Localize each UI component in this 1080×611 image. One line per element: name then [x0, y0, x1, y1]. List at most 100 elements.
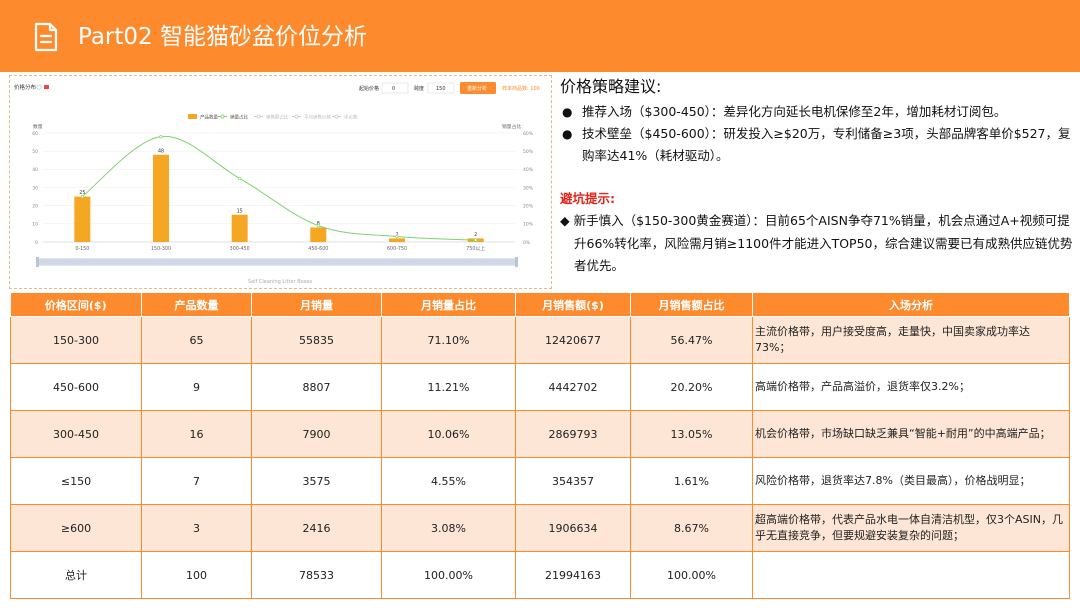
legend-label: 产品数量 [200, 114, 218, 121]
table-row: 150-300 65 55835 71.10% 12420677 56.47% 主流价格带，… [10, 316, 1070, 364]
table-cell: 78533 [251, 551, 382, 599]
y-right-axis-title: 销量占比 [502, 123, 521, 130]
table-cell: 16 [141, 410, 252, 458]
table-cell: 150-300 [10, 316, 142, 364]
reanalyze-button[interactable] [460, 82, 496, 94]
table-cell: 100.00% [630, 551, 753, 599]
legend-label: 销售额占比 [266, 114, 289, 121]
sales-share-point [159, 135, 163, 139]
table-cell: 8807 [251, 363, 382, 411]
col-header: 月销量占比 [381, 292, 516, 317]
sales-share-point [474, 238, 478, 242]
price-distribution-chart: 价格分布 起始价格 0 跨度 150 重新分析 样本商品数: 100 产品数量销… [14, 82, 540, 285]
table-cell: 超高端价格带，代表产品水电一体自清洁机型，仅3个ASIN，几乎无直接竞争，但要规… [752, 504, 1070, 552]
sales-share-point [238, 176, 242, 181]
start-price-label: 起始价格 [359, 85, 379, 92]
table-cell: 高端价格带，产品高溢价，退货率仅3.2%； [752, 363, 1070, 411]
table-cell: ≤150 [10, 457, 142, 505]
chart-grid [43, 132, 515, 243]
bar [310, 227, 327, 242]
table-cell: ≥600 [10, 504, 142, 552]
y-right-tick-label: 30% [523, 185, 534, 191]
x-tick-label: 750以上 [466, 245, 485, 252]
legend-label: 评论数 [344, 114, 358, 121]
zoom-slider-left-handle[interactable] [36, 257, 39, 267]
table-cell: 风险价格带，退货率达7.8%（类目最高），价格战明显； [752, 457, 1070, 505]
bar-value-label: 2 [474, 232, 477, 238]
table-cell: 2416 [251, 504, 382, 552]
y-right-tick-label: 60% [523, 131, 534, 137]
table-cell: 65 [141, 316, 252, 364]
legend-swatch [220, 114, 225, 119]
y-tick-label: 40 [32, 167, 38, 173]
video-icon [44, 85, 49, 89]
y-tick-label: 0 [35, 240, 38, 246]
y-right-tick-label: 40% [523, 167, 534, 173]
bar [74, 196, 91, 242]
legend-swatch [334, 114, 339, 119]
sales-share-line [82, 136, 476, 241]
pricing-advice: 价格策略建议: ● 推荐入场（$300-450）：差异化方向延长电机保修至2年，… [560, 76, 1075, 167]
chart-axes: 0 0% 10 10% 20 20% 30 30% 40 40% 50 50% 60 60% 数量 销量占比 0… [32, 123, 533, 252]
chart-bars: 25 48 15 8 2 2 [74, 148, 484, 242]
bar [231, 214, 248, 242]
table-cell: 4.55% [381, 457, 516, 505]
y-right-tick-label: 0% [523, 240, 531, 246]
legend-swatch [188, 114, 197, 119]
bar-value-label: 15 [237, 208, 243, 214]
x-tick-label: 600-750 [387, 246, 407, 252]
col-header: 产品数量 [141, 292, 252, 317]
zoom-slider-right-handle[interactable] [515, 257, 518, 267]
table-cell: 机会价格带，市场缺口缺乏兼具“智能+耐用”的中高端产品； [752, 410, 1070, 458]
col-header: 入场分析 [752, 292, 1070, 317]
table-cell: 7 [141, 457, 252, 505]
y-tick-label: 50 [32, 149, 38, 155]
table-cell: 100.00% [381, 551, 516, 599]
chart-line [80, 135, 478, 242]
table-cell: 2869793 [515, 410, 631, 458]
table-cell: 13.05% [630, 410, 753, 458]
legend-label: 销量占比 [230, 114, 248, 121]
span-value: 150 [436, 86, 446, 92]
span-label: 跨度 [414, 85, 424, 92]
table-cell: 12420677 [515, 316, 631, 364]
col-header: 月销售额占比 [630, 292, 753, 317]
table-cell: 主流价格带，用户接受度高，走量快，中国卖家成功率达73%； [752, 316, 1070, 364]
sales-share-point [395, 234, 399, 239]
price-range-table: 价格区间($) 产品数量 月销量 月销量占比 月销售额($) 月销售额占比 入场… [10, 292, 1070, 599]
start-price-value: 0 [392, 86, 395, 92]
x-tick-label: 300-450 [230, 246, 250, 252]
table-cell: 21994163 [515, 551, 631, 599]
slide-header: Part02 智能猫砂盆价位分析 [0, 0, 1080, 72]
table-cell: 3.08% [381, 504, 516, 552]
y-right-tick-label: 20% [523, 203, 534, 209]
x-tick-label: 450-600 [308, 246, 328, 252]
bar [153, 154, 169, 242]
table-cell: 354357 [515, 457, 631, 505]
col-header: 价格区间($) [10, 292, 142, 317]
warning-text: ◆ 新手慎入（$150-300黄金赛道）：目前65个AISN争夺71%销量，机会… [560, 213, 1073, 273]
bullet-dot-icon: ● [562, 105, 573, 119]
legend-swatch [256, 114, 261, 119]
table-cell: 100 [141, 551, 252, 599]
start-price-input[interactable] [381, 82, 409, 94]
table-cell: 10.06% [381, 410, 516, 458]
zoom-slider-range[interactable] [38, 259, 516, 265]
advice-bullet: ● 技术壁垒（$450-600）：研发投入≥$20万，专利储备≥3项，头部品牌客… [560, 123, 1075, 167]
table-row: ≤150 7 3575 4.55% 354357 1.61% 风险价格带，退货率达7.8%（… [10, 457, 1070, 505]
table-cell [752, 551, 1070, 599]
table-header-row: 价格区间($) 产品数量 月销量 月销量占比 月销售额($) 月销售额占比 入场… [10, 292, 1070, 317]
col-header: 月销量 [251, 292, 382, 317]
table-cell: 71.10% [381, 316, 516, 364]
reanalyze-button-label: 重新分析 [467, 85, 487, 92]
y-axis-title: 数量 [33, 123, 43, 130]
col-header: 月销售额($) [515, 292, 631, 317]
info-icon [36, 84, 42, 90]
bar [389, 238, 405, 242]
advice-bullet: ● 推荐入场（$300-450）：差异化方向延长电机保修至2年，增加耗材订阅包。 [560, 101, 1075, 123]
span-input[interactable] [427, 82, 455, 94]
table-row: 300-450 16 7900 10.06% 2869793 13.05% 机会价格带，市场… [10, 410, 1070, 458]
chart-panel-title: 价格分布 [14, 83, 37, 91]
bar-value-label: 25 [79, 190, 85, 196]
table-cell: 20.20% [630, 363, 753, 411]
